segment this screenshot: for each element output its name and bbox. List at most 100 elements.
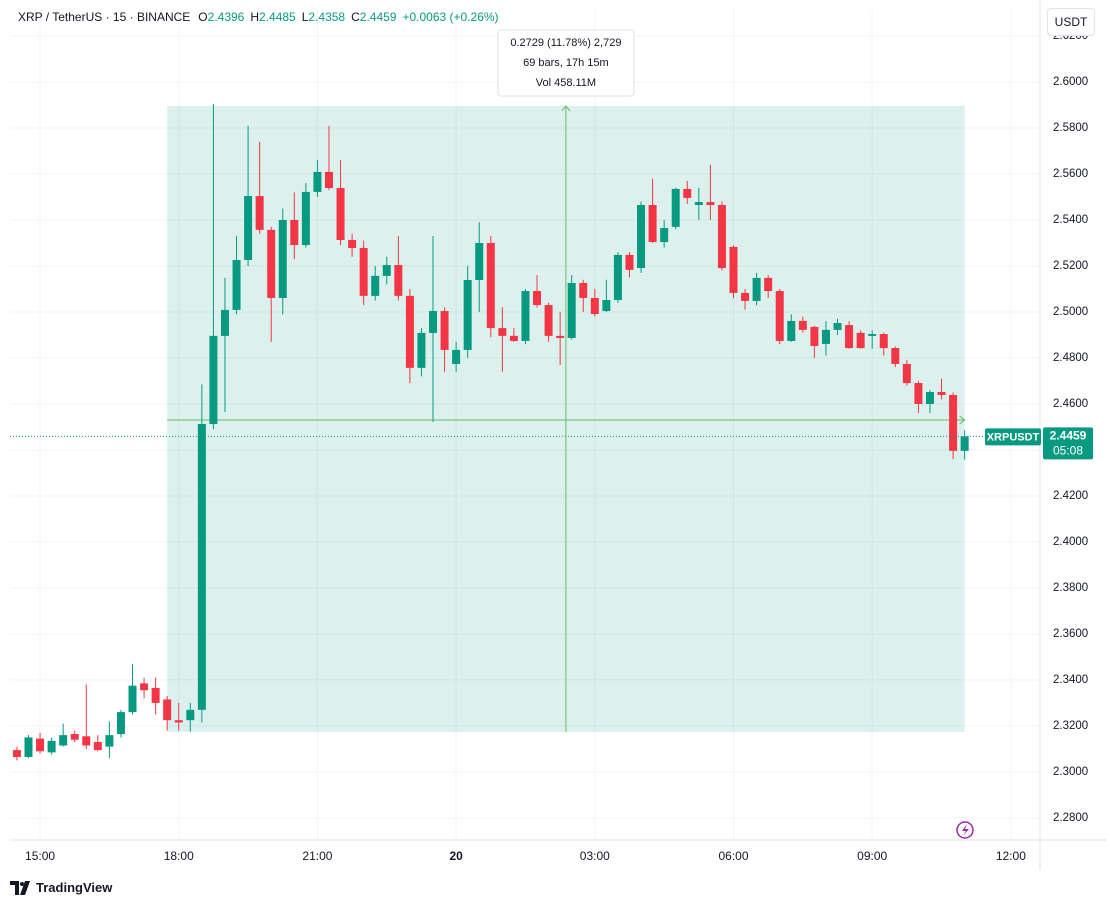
candle-body — [151, 687, 160, 703]
field-value: 2.4459 — [359, 10, 397, 24]
candle-body — [59, 735, 68, 746]
y-tick-label: 2.5600 — [1053, 168, 1088, 180]
header: XRP / TetherUS · 15 · BINANCE O2.4396 H2.4… — [18, 10, 505, 24]
candle-body — [475, 242, 484, 280]
field-label: L — [301, 10, 309, 24]
candle-body — [36, 738, 45, 752]
y-tick-label: 2.5000 — [1053, 306, 1088, 318]
candle-body — [348, 239, 357, 249]
brand-icon — [10, 880, 30, 895]
candle-body — [660, 228, 669, 243]
field-label: H — [250, 10, 260, 24]
candle-body — [197, 423, 206, 710]
candle-body — [845, 325, 854, 349]
symbol-tag — [985, 428, 1041, 446]
measure-text: Vol 458.11M — [536, 77, 596, 89]
candle-body — [891, 348, 900, 364]
candle-body — [613, 254, 622, 301]
candle-body — [683, 188, 692, 198]
candle-body — [902, 363, 911, 384]
candle-body — [116, 712, 125, 734]
x-tick-label: 20 — [449, 849, 463, 863]
ohlc-fields: O2.4396 H2.4485 L2.4358 C2.4459 — [198, 10, 402, 24]
candle-body — [937, 391, 946, 395]
candle-body — [186, 709, 195, 721]
candle-body — [960, 436, 969, 451]
candle-body — [914, 383, 923, 404]
y-tick-label: 2.5800 — [1053, 122, 1088, 134]
measure-arrow — [561, 105, 571, 112]
candle-body — [741, 292, 750, 301]
candle-body — [787, 320, 796, 341]
y-tick-label: 2.3600 — [1053, 628, 1088, 640]
candle-body — [359, 248, 368, 296]
candle-body — [452, 349, 461, 364]
y-tick-label: 2.2800 — [1053, 812, 1088, 824]
candle-body — [429, 311, 438, 333]
y-tick-label: 2.5200 — [1053, 260, 1088, 272]
field-label: C — [351, 10, 360, 24]
x-tick-label: 09:00 — [857, 849, 887, 863]
candle-body — [752, 277, 761, 301]
field-value: 2.4396 — [207, 10, 245, 24]
candle-body — [729, 246, 738, 293]
candle-body — [949, 394, 958, 451]
candle-body — [301, 191, 310, 246]
alert-icon-bolt — [962, 824, 969, 836]
candle-body — [128, 685, 137, 713]
candle-body — [24, 737, 33, 757]
x-tick-label: 18:00 — [164, 849, 194, 863]
change: +0.0063 (+0.26%) — [402, 10, 499, 24]
symbol-tag-text: XRPUSDT — [987, 431, 1040, 443]
x-tick-label: 21:00 — [302, 849, 332, 863]
candle-body — [694, 202, 703, 206]
candle-body — [232, 259, 241, 310]
candle-body — [821, 329, 830, 344]
x-tick-label: 03:00 — [580, 849, 610, 863]
candle-body — [105, 735, 114, 747]
currency-button[interactable]: USDT — [1047, 8, 1095, 36]
candle-body — [209, 335, 218, 424]
candle-body — [579, 282, 588, 298]
y-tick-label: 2.4200 — [1053, 490, 1088, 502]
y-tick-label: 2.4000 — [1053, 536, 1088, 548]
candle-body — [717, 205, 726, 269]
measure-tooltip — [497, 29, 635, 97]
candle-body — [544, 305, 553, 336]
field-value: 2.4485 — [259, 10, 296, 24]
candle-body — [278, 219, 287, 298]
measure-arrow — [959, 415, 966, 425]
candle-body — [463, 279, 472, 350]
candle-body — [140, 683, 149, 691]
field-label: O — [198, 10, 208, 24]
candle-body — [810, 326, 819, 347]
symbol: XRP / TetherUS · 15 · BINANCE — [18, 10, 191, 24]
y-tick-label: 2.4600 — [1053, 398, 1088, 410]
candle-body — [498, 328, 507, 336]
candle-body — [671, 188, 680, 227]
candle-body — [267, 229, 276, 298]
y-tick-label: 2.6000 — [1053, 76, 1088, 88]
candle-body — [313, 171, 322, 192]
candle-body — [255, 196, 264, 230]
candle-body — [798, 320, 807, 330]
candle-body — [324, 171, 333, 189]
candle-body — [82, 736, 91, 746]
price-tag-countdown: 05:08 — [1053, 444, 1083, 458]
y-tick-label: 2.3400 — [1053, 674, 1088, 686]
candle-body — [879, 334, 888, 349]
candle-body — [417, 332, 426, 368]
candle-body — [706, 202, 715, 206]
brand-name: TradingView — [36, 880, 113, 895]
measure-text: 69 bars, 17h 15m — [523, 57, 609, 69]
field-value: 2.4358 — [308, 10, 346, 24]
candle-body — [567, 282, 576, 338]
candle-body — [775, 291, 784, 341]
candle-body — [244, 196, 253, 260]
candle-body — [533, 291, 542, 306]
candle-body — [625, 254, 634, 270]
y-tick-label: 2.3000 — [1053, 766, 1088, 778]
x-tick-label: 15:00 — [25, 849, 55, 863]
candle-body — [220, 309, 229, 336]
